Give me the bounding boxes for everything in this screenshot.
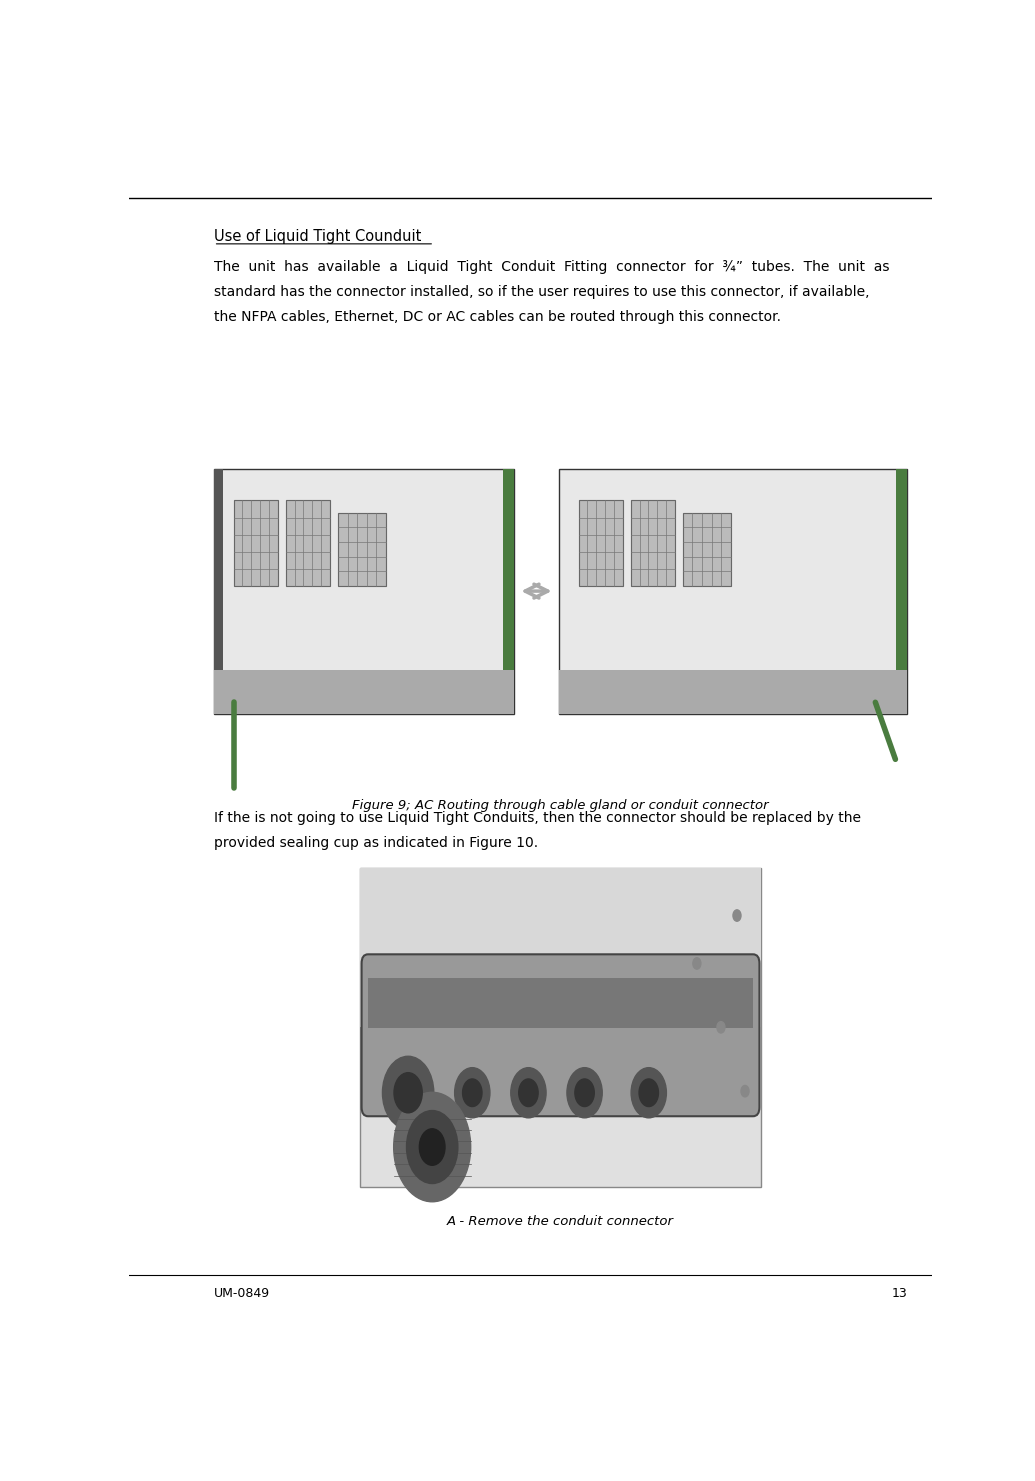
Bar [360,868,761,1028]
Circle shape [733,909,741,921]
Bar [337,512,386,586]
Bar [213,669,514,714]
Bar [213,468,224,714]
Text: UM-0849: UM-0849 [213,1287,270,1299]
Text: A - Remove the conduit connector: A - Remove the conduit connector [447,1216,674,1228]
Text: provided sealing cup as indicated in Figure 10.: provided sealing cup as indicated in Fig… [213,835,538,850]
Circle shape [717,1022,724,1034]
Circle shape [639,1080,658,1106]
Bar [368,977,753,1028]
Text: If the is not going to use Liquid Tight Conduits, then the connector should be r: If the is not going to use Liquid Tight … [213,810,860,825]
Circle shape [454,1068,490,1118]
Circle shape [519,1080,538,1106]
Bar [360,868,761,1186]
Bar [559,669,908,714]
Bar [503,468,514,714]
Circle shape [631,1068,667,1118]
Circle shape [511,1068,546,1118]
Circle shape [393,1093,471,1201]
Circle shape [463,1080,482,1106]
Circle shape [383,1056,434,1129]
Circle shape [567,1068,602,1118]
Text: Use of Liquid Tight Counduit: Use of Liquid Tight Counduit [213,230,421,244]
Circle shape [419,1129,445,1166]
Bar [579,501,623,586]
Bar [286,501,330,586]
Bar [683,512,731,586]
Bar [896,468,908,714]
Circle shape [741,1086,749,1097]
Bar [213,468,514,714]
Text: The  unit  has  available  a  Liquid  Tight  Conduit  Fitting  connector  for  ¾: The unit has available a Liquid Tight Co… [213,259,889,274]
Text: the NFPA cables, Ethernet, DC or AC cables can be routed through this connector.: the NFPA cables, Ethernet, DC or AC cabl… [213,310,780,324]
Circle shape [574,1080,594,1106]
Circle shape [692,958,701,969]
Bar [234,501,277,586]
Bar [630,501,675,586]
Bar [559,468,908,714]
Circle shape [394,1072,422,1112]
FancyBboxPatch shape [361,954,760,1117]
Bar [897,468,908,714]
Text: Figure 9; AC Routing through cable gland or conduit connector: Figure 9; AC Routing through cable gland… [352,800,769,812]
Text: standard has the connector installed, so if the user requires to use this connec: standard has the connector installed, so… [213,284,869,299]
Circle shape [407,1111,457,1183]
Text: 13: 13 [892,1287,908,1299]
